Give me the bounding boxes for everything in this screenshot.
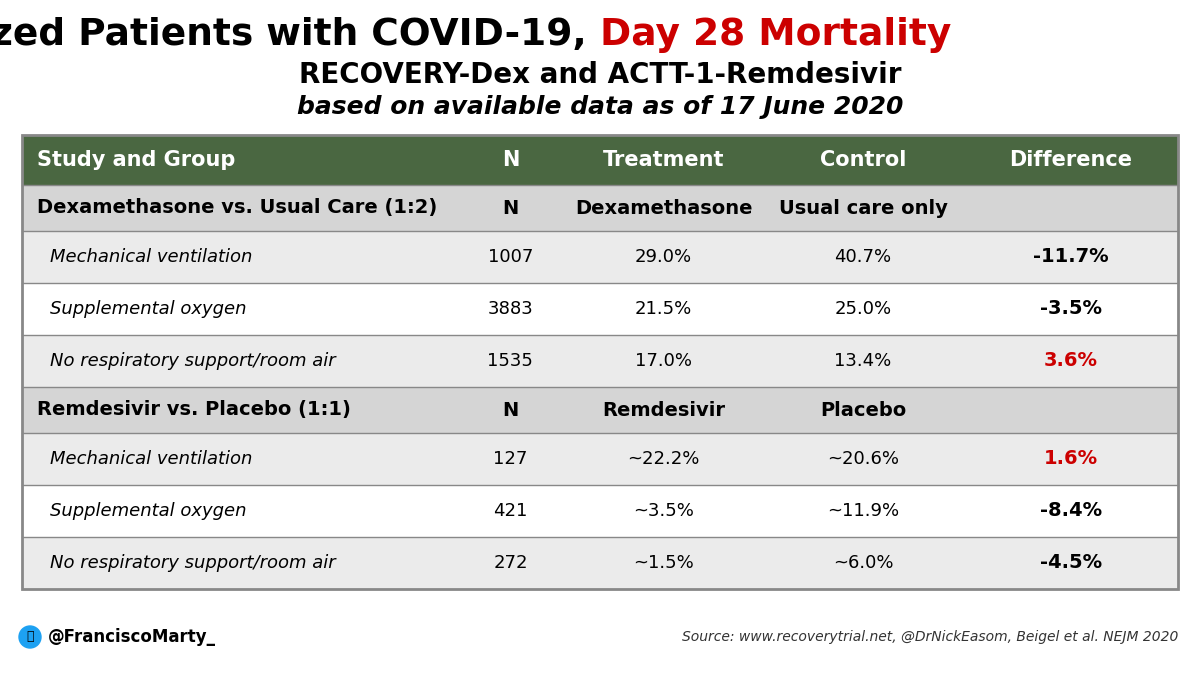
Text: 40.7%: 40.7%	[834, 248, 892, 266]
Bar	[22, 185, 1178, 231]
Bar	[22, 135, 1178, 589]
Text: Dexamethasone: Dexamethasone	[575, 198, 752, 217]
Text: -3.5%: -3.5%	[1040, 300, 1102, 319]
Bar	[22, 135, 1178, 185]
Text: 272: 272	[493, 554, 528, 572]
Text: Supplemental oxygen: Supplemental oxygen	[28, 502, 246, 520]
Text: Treatment: Treatment	[602, 150, 725, 170]
Text: 🐦: 🐦	[26, 630, 34, 643]
Text: No respiratory support/room air: No respiratory support/room air	[28, 554, 336, 572]
Text: -8.4%: -8.4%	[1040, 502, 1102, 520]
Text: Hospitalized Patients with COVID-19,: Hospitalized Patients with COVID-19,	[0, 17, 600, 53]
Text: 21.5%: 21.5%	[635, 300, 692, 318]
Text: N: N	[503, 400, 518, 419]
Text: Usual care only: Usual care only	[779, 198, 948, 217]
Text: ~20.6%: ~20.6%	[827, 450, 899, 468]
Text: based on available data as of 17 June 2020: based on available data as of 17 June 20…	[296, 95, 904, 119]
Text: Mechanical ventilation: Mechanical ventilation	[28, 248, 252, 266]
Text: ~11.9%: ~11.9%	[827, 502, 899, 520]
Text: 3.6%: 3.6%	[1044, 352, 1098, 371]
Text: ~6.0%: ~6.0%	[833, 554, 893, 572]
Text: 1007: 1007	[487, 248, 533, 266]
Text: ~1.5%: ~1.5%	[634, 554, 694, 572]
Text: N: N	[503, 198, 518, 217]
Text: ~3.5%: ~3.5%	[634, 502, 694, 520]
Text: Source: www.recoverytrial.net, @DrNickEasom, Beigel et al. NEJM 2020: Source: www.recoverytrial.net, @DrNickEa…	[682, 630, 1178, 644]
Text: 127: 127	[493, 450, 528, 468]
Text: Study and Group: Study and Group	[37, 150, 235, 170]
Text: Placebo: Placebo	[820, 400, 906, 419]
Text: Control: Control	[820, 150, 906, 170]
Text: N: N	[502, 150, 520, 170]
Text: Day 28 Mortality: Day 28 Mortality	[600, 17, 952, 53]
Bar	[22, 537, 1178, 589]
Bar	[22, 231, 1178, 283]
Bar	[22, 283, 1178, 335]
Text: Difference: Difference	[1009, 150, 1133, 170]
Text: RECOVERY-Dex and ACTT-1-Remdesivir: RECOVERY-Dex and ACTT-1-Remdesivir	[299, 61, 901, 89]
Text: Mechanical ventilation: Mechanical ventilation	[28, 450, 252, 468]
Bar	[22, 387, 1178, 433]
Text: 3883: 3883	[487, 300, 533, 318]
Text: No respiratory support/room air: No respiratory support/room air	[28, 352, 336, 370]
Text: 17.0%: 17.0%	[635, 352, 692, 370]
Bar	[22, 433, 1178, 485]
Text: Remdesivir vs. Placebo (1:1): Remdesivir vs. Placebo (1:1)	[37, 400, 350, 419]
Text: 421: 421	[493, 502, 528, 520]
Text: -4.5%: -4.5%	[1040, 554, 1102, 572]
Text: Remdesivir: Remdesivir	[602, 400, 725, 419]
Text: 13.4%: 13.4%	[834, 352, 892, 370]
Text: ~22.2%: ~22.2%	[628, 450, 700, 468]
Text: 25.0%: 25.0%	[834, 300, 892, 318]
Text: 1.6%: 1.6%	[1044, 450, 1098, 468]
Text: Dexamethasone vs. Usual Care (1:2): Dexamethasone vs. Usual Care (1:2)	[37, 198, 437, 217]
Text: @FranciscoMarty_: @FranciscoMarty_	[48, 628, 216, 646]
Text: -11.7%: -11.7%	[1033, 248, 1109, 267]
Text: Supplemental oxygen: Supplemental oxygen	[28, 300, 246, 318]
Text: 1535: 1535	[487, 352, 533, 370]
Circle shape	[19, 626, 41, 648]
Bar	[22, 335, 1178, 387]
Bar	[22, 485, 1178, 537]
Text: 29.0%: 29.0%	[635, 248, 692, 266]
